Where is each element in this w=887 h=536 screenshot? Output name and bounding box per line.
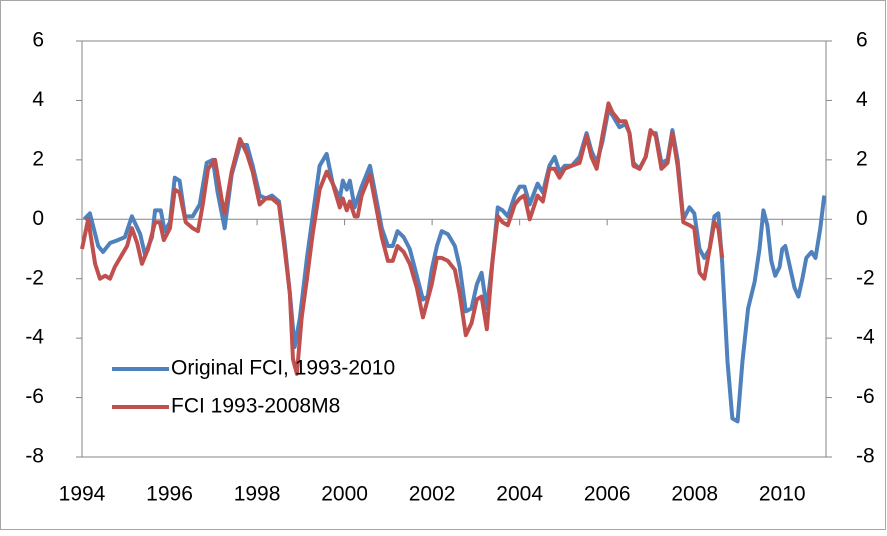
x-tick-label: 2008: [671, 483, 718, 506]
y2-tick-label: -8: [856, 445, 875, 468]
series-line: [82, 107, 827, 424]
y2-tick-label: 2: [856, 147, 868, 170]
y-tick-label: -6: [25, 385, 44, 408]
y2-tick-label: -2: [856, 266, 875, 289]
x-tick-label: 1996: [146, 483, 193, 506]
x-tick-label: 1994: [59, 483, 106, 506]
y2-tick-label: -6: [856, 385, 875, 408]
y-tick-label: -2: [25, 266, 44, 289]
y2-tick-label: 4: [856, 88, 868, 111]
y-tick-label: -8: [25, 445, 44, 468]
y-tick-label: -4: [25, 326, 44, 349]
x-tick-label: 2000: [321, 483, 368, 506]
y2-tick-label: 0: [856, 207, 868, 230]
y-tick-label: 2: [32, 147, 44, 170]
y-tick-label: 4: [32, 88, 44, 111]
x-tick-label: 1998: [234, 483, 281, 506]
legend-label: Original FCI, 1993-2010: [171, 357, 395, 380]
y2-tick-label: -4: [856, 326, 875, 349]
y-tick-label: 0: [32, 207, 44, 230]
legend-label: FCI 1993-2008M8: [171, 395, 340, 418]
y-tick-label: 6: [32, 29, 44, 52]
x-tick-label: 2002: [409, 483, 456, 506]
y2-tick-label: 6: [856, 29, 868, 52]
x-tick-label: 2010: [759, 483, 806, 506]
series-line: [80, 101, 725, 376]
x-tick-label: 2006: [584, 483, 631, 506]
x-tick-label: 2004: [496, 483, 543, 506]
